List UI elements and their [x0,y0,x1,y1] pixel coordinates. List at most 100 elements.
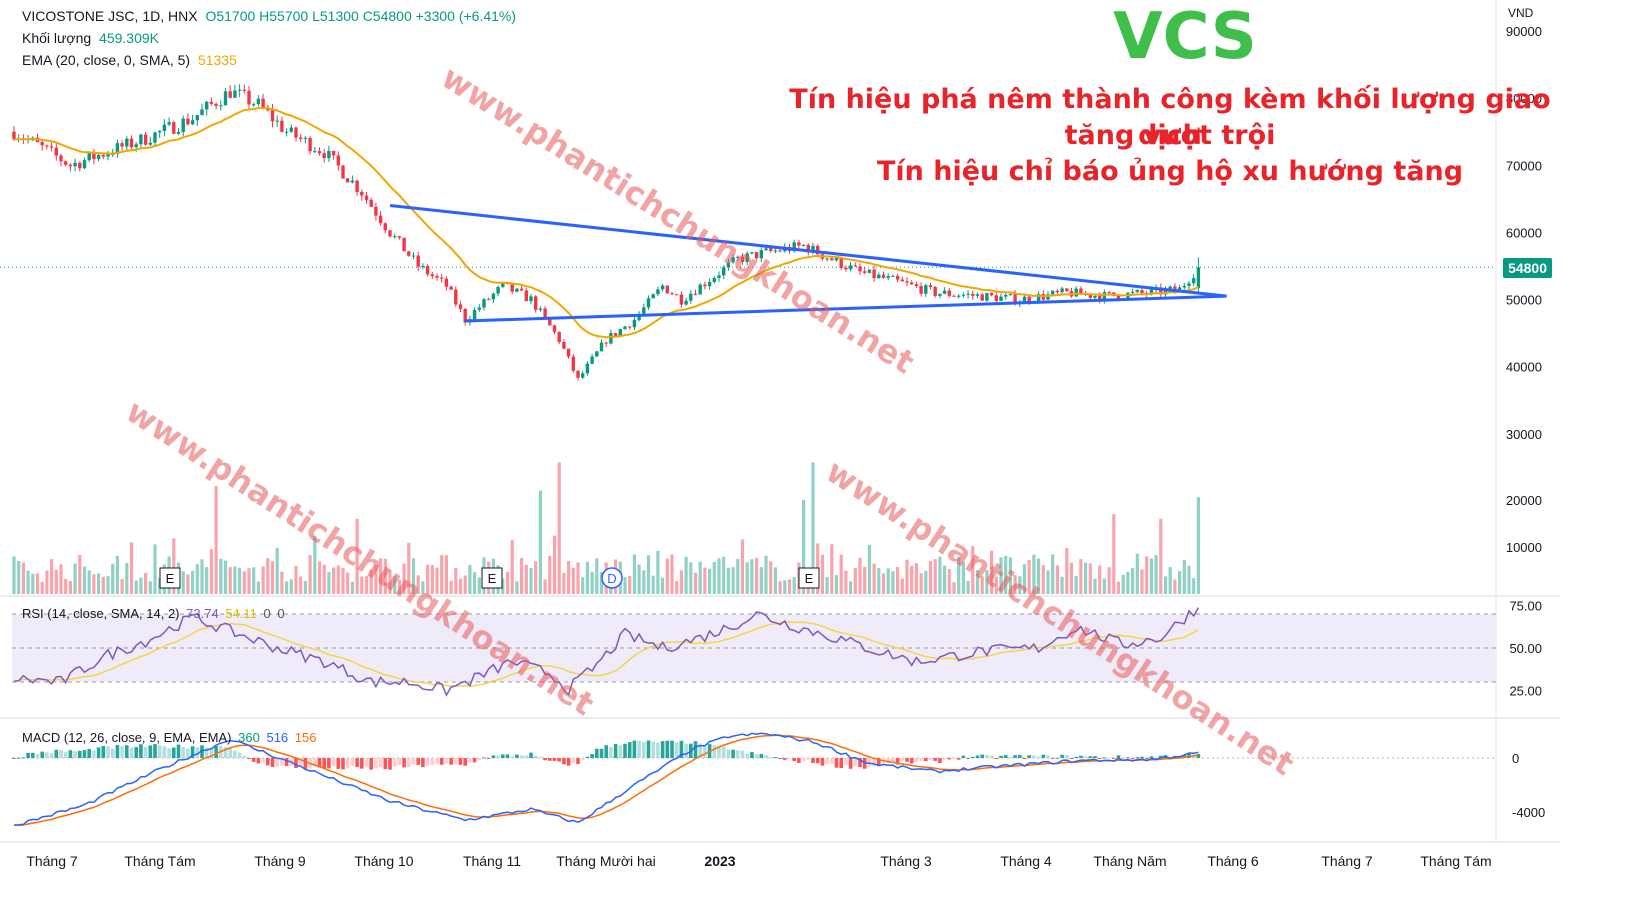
macd-histogram-bar [750,752,754,758]
macd-histogram-bar [933,758,937,761]
candle-body [928,285,933,287]
candle-body [421,265,425,267]
candle-body [905,281,909,283]
volume-bar [802,500,806,594]
candle-body [891,275,895,277]
candle-body [369,199,373,207]
time-axis-tick: Tháng 4 [1000,853,1052,869]
volume-bar [332,567,336,594]
volume-bar [712,561,716,594]
macd-histogram-bar [233,750,237,758]
candle-body [726,262,731,268]
macd-histogram-bar [63,752,68,758]
volume-bar [740,539,745,594]
volume-bar [454,568,458,594]
macd-histogram-bar [1135,757,1140,759]
candle-body [1107,292,1111,294]
earnings-marker-box [481,567,503,589]
volume-bar [346,572,350,594]
macd-histogram-bar [731,749,735,758]
volume-bar [26,570,30,594]
volume-bar [1159,518,1163,594]
candle-body [529,296,533,302]
volume-bar [693,572,698,594]
candle-body [308,137,312,152]
candle-body [209,101,214,104]
volume-bar [402,563,406,594]
macd-histogram-bar [562,758,566,765]
macd-histogram-bar [975,755,980,758]
macd-histogram-bar [167,748,171,758]
macd-histogram-bar [374,758,378,769]
volume-bar [675,581,679,594]
volume-bar [21,562,25,594]
volume-bar [637,564,641,594]
last-price-badge: 54800 [1503,258,1552,278]
macd-histogram-bar [1008,757,1013,759]
candle-body [261,98,265,108]
candle-body [407,251,411,256]
candle-body [172,122,176,134]
volume-bar [270,561,275,594]
macd-histogram-bar [407,758,411,767]
candle-body [590,356,594,364]
rsi-ma-value: 54.11 [225,606,257,621]
volume-bar [731,567,735,594]
candle-body [548,317,552,326]
macd-histogram-bar [1003,755,1008,758]
volume-bar [54,569,58,594]
volume-bar [910,565,914,594]
volume-bar [576,562,580,594]
volume-bar [1187,565,1191,594]
macd-histogram-bar [435,758,439,764]
macd-histogram-bar [392,758,397,767]
candle-body [712,277,716,283]
ema-legend: EMA (20, close, 0, SMA, 5) 51335 [22,52,241,68]
macd-histogram-bar [604,745,608,758]
macd-histogram-bar [552,758,557,761]
volume-bar [360,576,364,594]
macd-signal-value: 156 [294,730,317,745]
volume-bar [858,557,862,594]
candle-body [722,267,726,276]
macd-histogram-bar [754,754,759,758]
candle-body [327,150,331,158]
macd-histogram-bar [92,750,96,758]
macd-histogram-bar [303,758,308,769]
macd-histogram-bar [548,758,552,761]
volume-bar [755,557,759,594]
macd-histogram-bar [909,758,914,764]
candle-body [106,154,110,157]
volume-bar [896,567,900,594]
macd-histogram-bar [999,755,1003,758]
candle-body [703,284,707,287]
candle-body [693,293,698,295]
volume-bar [59,564,63,594]
macd-histogram-bar [773,757,778,759]
candle-body [1013,294,1017,304]
candle-body [989,293,994,296]
candle-body [637,313,641,320]
macd-histogram-bar [1107,757,1111,759]
volume-bar [825,576,829,594]
macd-histogram-bar [449,758,453,765]
macd-histogram-bar [82,750,87,758]
macd-histogram-bar [209,748,214,758]
macd-legend: MACD (12, 26, close, 9, EMA, EMA) 360 51… [22,730,320,745]
candle-body [1079,288,1083,295]
candle-body [49,146,54,148]
macd-histogram-bar [595,748,599,758]
candle-body [769,248,773,251]
volume-bar [722,556,726,594]
rsi-legend: RSI (14, close, SMA, 14, 2) 73.74 54.11 … [22,606,288,621]
candle-body [689,293,693,301]
volume-bar [181,571,185,594]
macd-histogram-bar [331,758,336,767]
macd-histogram-bar [1126,757,1130,759]
candle-body [863,271,867,273]
volume-bar [242,571,246,594]
ema-line [14,107,1199,339]
macd-histogram-bar [110,748,115,758]
volume-bar [975,570,980,594]
